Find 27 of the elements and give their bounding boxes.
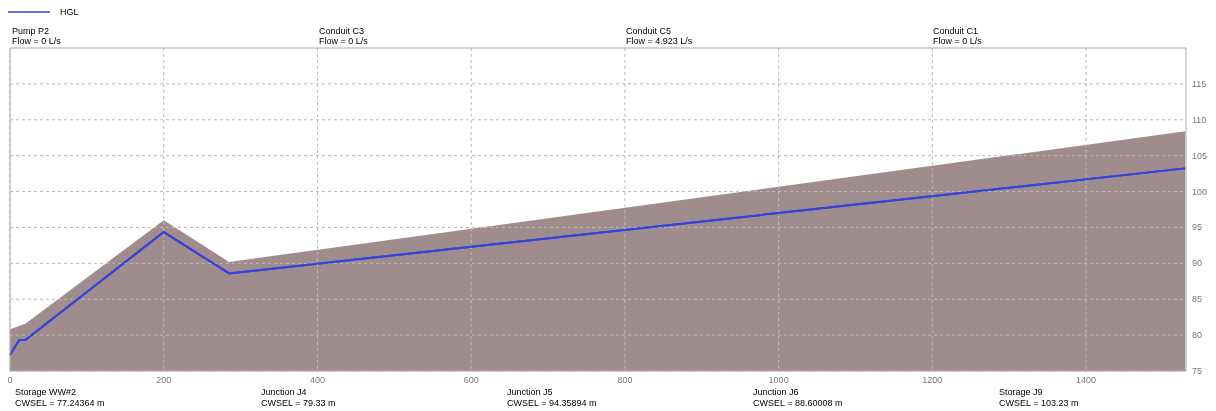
- x-tick-label: 1000: [768, 375, 789, 385]
- text: Conduit C5 Flow = 4.923 L/s: [626, 26, 693, 46]
- text: Storage WW#2 CWSEL = 77.24364 m: [15, 387, 105, 408]
- legend-label: HGL: [60, 7, 79, 17]
- text: Junction J6 CWSEL = 88.60008 m: [753, 387, 843, 408]
- x-tick-label: 1400: [1076, 375, 1097, 385]
- text: Conduit C3 Flow = 0 L/s: [319, 26, 369, 46]
- y-tick-label: 90: [1192, 258, 1203, 269]
- x-tick-label: 1200: [922, 375, 943, 385]
- x-tick-label: 600: [463, 375, 479, 385]
- y-tick-label: 100: [1192, 186, 1208, 197]
- text: Storage J9 CWSEL = 103.23 m: [999, 387, 1079, 408]
- text: Pump P2 Flow = 0 L/s: [12, 26, 62, 46]
- x-tick-label: 800: [617, 375, 633, 385]
- y-tick-label: 95: [1192, 222, 1203, 233]
- x-tick-label: 200: [156, 375, 172, 385]
- y-tick-label: 85: [1192, 294, 1203, 305]
- y-tick-label: 115: [1192, 78, 1207, 89]
- x-tick-label: 400: [309, 375, 325, 385]
- y-tick-label: 80: [1192, 330, 1203, 341]
- text: Conduit C1 Flow = 0 L/s: [933, 26, 983, 46]
- text: Junction J5 CWSEL = 94.35894 m: [507, 387, 597, 408]
- text: Junction J4 CWSEL = 79.33 m: [261, 387, 336, 408]
- y-tick-label: 110: [1192, 114, 1207, 125]
- y-tick-label: 105: [1192, 150, 1208, 161]
- x-tick-label: 0: [7, 375, 13, 385]
- y-tick-label: 75: [1192, 366, 1203, 376]
